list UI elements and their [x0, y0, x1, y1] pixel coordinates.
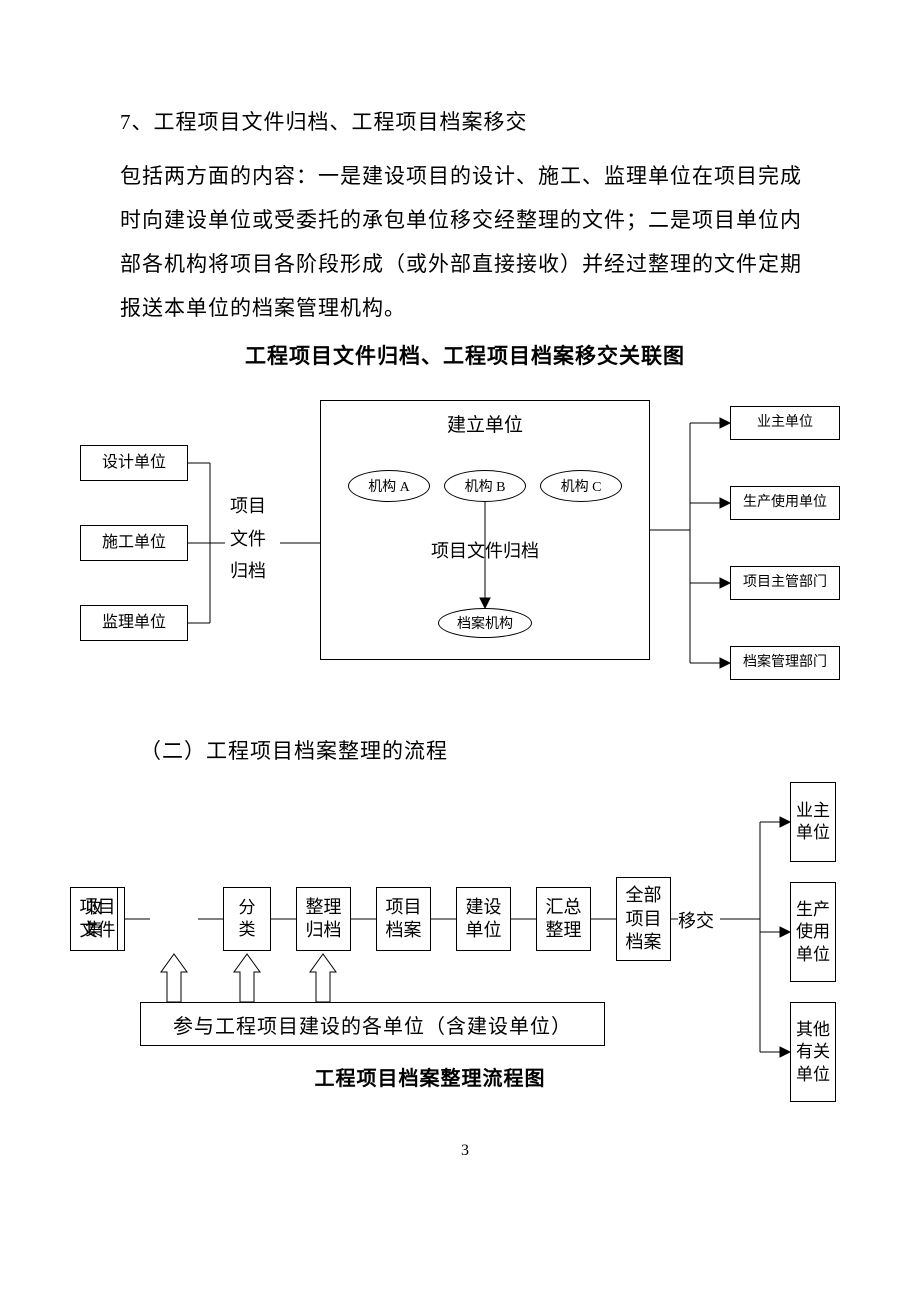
flow-project-archive: 项目档案: [376, 887, 431, 951]
diagram1-title: 工程项目文件归档、工程项目档案移交关联图: [120, 340, 810, 370]
body-paragraph: 包括两方面的内容：一是建设项目的设计、施工、监理单位在项目完成时向建设单位或受委…: [120, 154, 810, 330]
flow-summarize: 汇总整理: [536, 887, 591, 951]
box-supervisor-dept: 项目主管部门: [730, 566, 840, 600]
relation-diagram: 设计单位 施工单位 监理单位 项目文件归档 建立单位 机构 A 机构 B 机构 …: [80, 390, 840, 700]
left-vertical-label: 项目文件归档: [230, 490, 266, 587]
section-heading: 7、工程项目文件归档、工程项目档案移交: [120, 100, 810, 144]
flow-collect: 收集: [70, 887, 118, 951]
box-construction-unit: 施工单位: [80, 525, 188, 561]
box-supervision-unit: 监理单位: [80, 605, 188, 641]
transfer-label: 移交: [678, 908, 714, 935]
out-other-units: 其他有关单位: [790, 1002, 836, 1102]
center-label: 项目文件归档: [320, 538, 650, 565]
flow-all-archives: 全部项目档案: [616, 877, 671, 961]
page-number: 3: [120, 1142, 810, 1160]
participants-box: 参与工程项目建设的各单位（含建设单位）: [140, 1002, 605, 1046]
center-title: 建立单位: [320, 412, 650, 441]
box-owner-unit: 业主单位: [730, 406, 840, 440]
flowchart-diagram: 项目文件 收集 分类 整理归档 项目档案 建设单位 汇总整理 全部项目档案 移交…: [70, 782, 850, 1122]
diagram2-caption: 工程项目档案整理流程图: [250, 1062, 610, 1091]
subsection-heading: （二）工程项目档案整理的流程: [140, 730, 810, 772]
box-production-unit: 生产使用单位: [730, 486, 840, 520]
box-archive-dept: 档案管理部门: [730, 646, 840, 680]
out-owner-unit: 业主单位: [790, 782, 836, 862]
box-design-unit: 设计单位: [80, 445, 188, 481]
document-page: 7、工程项目文件归档、工程项目档案移交 包括两方面的内容：一是建设项目的设计、施…: [0, 0, 920, 1200]
out-production-unit: 生产使用单位: [790, 882, 836, 982]
flow-organize-archive: 整理归档: [296, 887, 351, 951]
flow-build-unit: 建设单位: [456, 887, 511, 951]
flow-classify: 分类: [223, 887, 271, 951]
